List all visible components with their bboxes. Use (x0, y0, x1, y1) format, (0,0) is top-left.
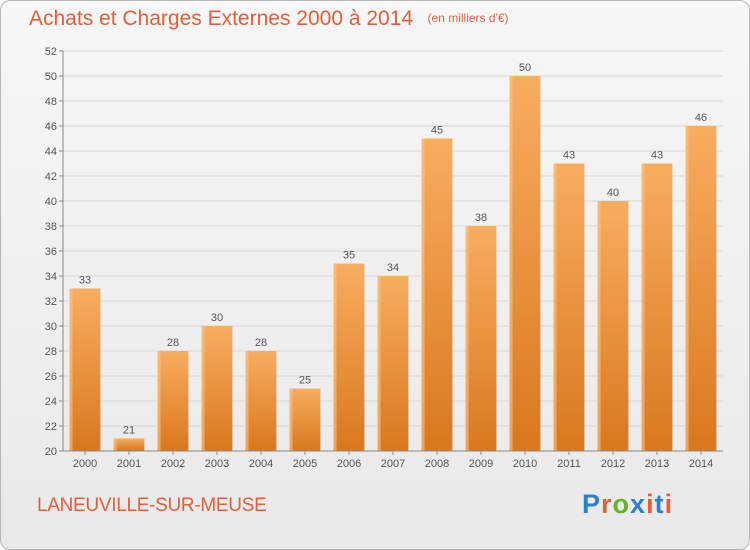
bar-highlight (69, 288, 73, 451)
bar[interactable] (157, 351, 189, 451)
bar-value-label: 43 (563, 150, 575, 162)
y-tick-label: 46 (45, 121, 57, 133)
y-tick-label: 24 (45, 396, 57, 408)
axis-layer: 20 22 24 26 28 30 32 34 36 38 40 42 44 46 48 50 52 2000 20… (45, 46, 723, 470)
bar-highlight (553, 163, 557, 451)
bar-value-label: 30 (211, 312, 223, 324)
bar[interactable] (113, 438, 145, 452)
bar-value-label: 46 (695, 112, 707, 124)
chart-unit: (en milliers d'€) (427, 11, 509, 25)
y-tick-label: 32 (45, 296, 57, 308)
bar-value-label: 50 (519, 62, 531, 74)
bar-value-label: 33 (79, 275, 91, 287)
bar-highlight (201, 326, 205, 451)
logo-letter: r (601, 489, 613, 519)
bar[interactable] (333, 263, 365, 452)
bar[interactable] (597, 201, 629, 451)
logo-letter: i (646, 489, 655, 519)
x-tick-label: 2007 (381, 458, 405, 470)
x-tick-label: 2004 (249, 458, 273, 470)
y-tick-label: 52 (45, 46, 57, 58)
y-tick-label: 26 (45, 371, 57, 383)
bar-value-label: 25 (299, 375, 311, 387)
chart-title-row: Achats et Charges Externes 2000 à 2014 (… (29, 7, 509, 31)
bar[interactable] (465, 226, 497, 451)
y-tick-label: 22 (45, 421, 57, 433)
x-tick-label: 2010 (513, 458, 537, 470)
bar-layer: 33 21 28 30 28 25 35 34 45 38 50 43 40 43 46 (69, 62, 717, 452)
bar-highlight (157, 351, 161, 451)
bar[interactable] (201, 326, 233, 451)
bar-highlight (289, 388, 293, 451)
bar-highlight (597, 201, 601, 451)
proxiti-logo[interactable]: Proxiti (582, 489, 673, 520)
x-tick-label: 2001 (117, 458, 141, 470)
y-tick-label: 42 (45, 171, 57, 183)
bar[interactable] (69, 288, 101, 452)
bar-value-label: 43 (651, 150, 663, 162)
bar-value-label: 45 (431, 125, 443, 137)
x-tick-label: 2000 (73, 458, 97, 470)
bar[interactable] (685, 126, 717, 451)
x-tick-label: 2008 (425, 458, 449, 470)
y-tick-label: 34 (45, 271, 57, 283)
bar-value-label: 28 (255, 337, 267, 349)
x-tick-label: 2012 (601, 458, 625, 470)
bar[interactable] (641, 163, 673, 452)
x-tick-label: 2014 (689, 458, 713, 470)
bar-value-label: 35 (343, 250, 355, 262)
bar-value-label: 21 (123, 425, 135, 437)
bar-highlight (465, 226, 469, 451)
bar[interactable] (377, 276, 409, 451)
bar-highlight (421, 138, 425, 451)
bar-highlight (245, 351, 249, 451)
x-tick-label: 2003 (205, 458, 229, 470)
bar-highlight (113, 438, 117, 451)
x-tick-label: 2005 (293, 458, 317, 470)
logo-letter: t (654, 489, 665, 519)
x-tick-label: 2006 (337, 458, 361, 470)
y-tick-label: 48 (45, 96, 57, 108)
bar-value-label: 34 (387, 262, 399, 274)
x-tick-label: 2002 (161, 458, 185, 470)
chart-title: Achats et Charges Externes 2000 à 2014 (29, 7, 414, 30)
y-tick-label: 28 (45, 346, 57, 358)
bar[interactable] (553, 163, 585, 452)
commune-name: LANEUVILLE-SUR-MEUSE (37, 495, 267, 516)
y-tick-label: 50 (45, 71, 57, 83)
y-tick-label: 20 (45, 446, 57, 458)
y-tick-label: 40 (45, 196, 57, 208)
x-tick-label: 2009 (469, 458, 493, 470)
y-tick-label: 38 (45, 221, 57, 233)
y-tick-label: 36 (45, 246, 57, 258)
bar-value-label: 38 (475, 212, 487, 224)
logo-letter: o (612, 489, 631, 519)
x-tick-label: 2011 (557, 458, 581, 470)
bar-value-label: 28 (167, 337, 179, 349)
bar-highlight (509, 76, 513, 451)
logo-letter: P (582, 489, 602, 519)
bar-highlight (641, 163, 645, 451)
bar[interactable] (509, 76, 541, 451)
bar-highlight (685, 126, 689, 451)
bar[interactable] (421, 138, 453, 452)
y-tick-label: 44 (45, 146, 57, 158)
logo-letter: x (630, 489, 647, 519)
bar-highlight (333, 263, 337, 451)
bar-highlight (377, 276, 381, 451)
logo-letter: i (664, 489, 674, 519)
bar-value-label: 40 (607, 187, 619, 199)
x-tick-label: 2013 (645, 458, 669, 470)
bar[interactable] (245, 351, 277, 451)
bar[interactable] (289, 388, 321, 452)
y-tick-label: 30 (45, 321, 57, 333)
